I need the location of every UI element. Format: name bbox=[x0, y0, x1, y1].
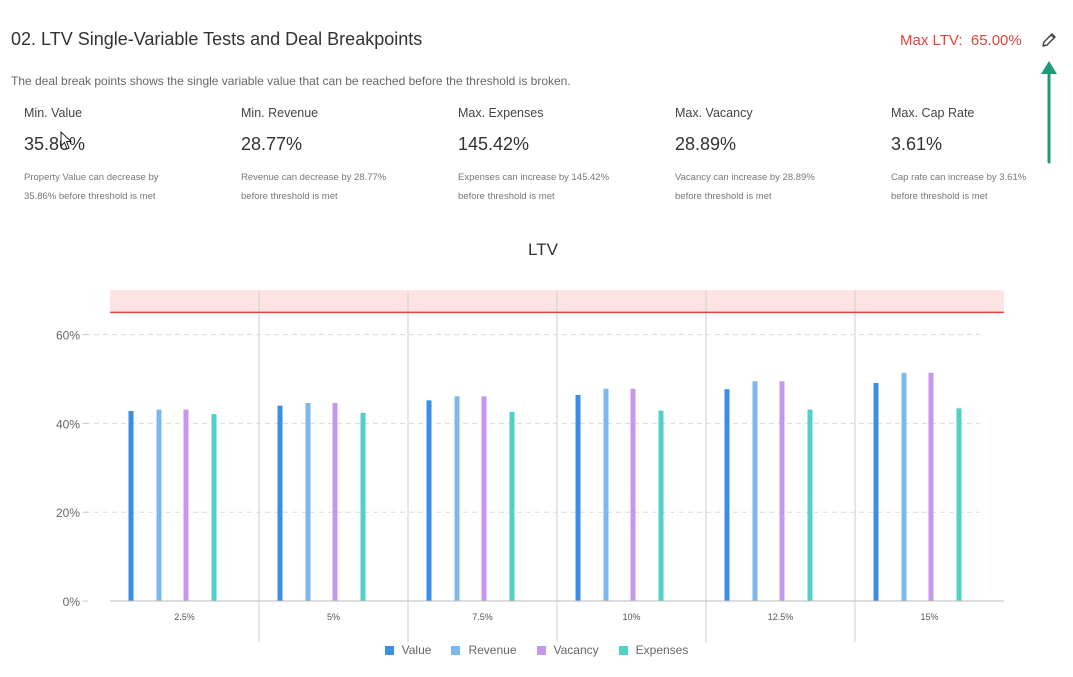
max-ltv: Max LTV: 65.00% bbox=[900, 32, 1022, 49]
bar-expenses bbox=[211, 414, 217, 601]
bar-revenue bbox=[603, 388, 609, 601]
metric-max-cap-rate: Max. Cap Rate 3.61% Cap rate can increas… bbox=[891, 106, 1073, 206]
bar-value bbox=[277, 405, 283, 601]
legend-item-vacancy[interactable]: Vacancy bbox=[536, 643, 599, 657]
x-tick-label: 10% bbox=[622, 612, 640, 622]
y-tick-label: 60% bbox=[56, 329, 80, 343]
metric-label: Min. Revenue bbox=[241, 106, 319, 120]
metric-value: 35.86% bbox=[24, 134, 86, 154]
x-tick-label: 5% bbox=[327, 612, 340, 622]
metric-label: Max. Expenses bbox=[458, 106, 544, 120]
chart-legend: Value Revenue Vacancy Expenses bbox=[0, 643, 1073, 657]
annotation-arrow-icon bbox=[1041, 61, 1057, 164]
ltv-bar-chart: 0% 20% 40% 60% 2.5% 5% 7.5% 10% 12.5% 15% bbox=[56, 290, 1004, 642]
metric-value: 145.42% bbox=[458, 134, 530, 154]
chart-title: LTV bbox=[528, 240, 558, 259]
page-title: 02. LTV Single-Variable Tests and Deal B… bbox=[11, 29, 423, 49]
bar-revenue bbox=[305, 402, 311, 601]
bar-value bbox=[128, 410, 134, 601]
legend-label: Value bbox=[401, 643, 432, 657]
legend-item-revenue[interactable]: Revenue bbox=[451, 643, 517, 657]
metric-note: Revenue can decrease by 28.77% before thr… bbox=[241, 172, 387, 202]
metric-min-revenue: Min. Revenue 28.77% Revenue can decrease… bbox=[241, 106, 431, 206]
metric-note: Cap rate can increase by 3.61% before thr… bbox=[891, 172, 1027, 202]
metric-label: Max. Vacancy bbox=[675, 106, 753, 120]
bar-value bbox=[426, 400, 432, 601]
page-description: The deal break points shows the single v… bbox=[11, 74, 571, 88]
x-tick-label: 7.5% bbox=[472, 612, 493, 622]
bar-revenue bbox=[752, 381, 758, 601]
legend-swatch bbox=[536, 646, 546, 655]
bar-vacancy bbox=[928, 372, 934, 601]
max-ltv-value: 65.00% bbox=[970, 32, 1022, 49]
bar-value bbox=[724, 389, 730, 601]
metric-max-vacancy: Max. Vacancy 28.89% Vacancy can increase… bbox=[675, 106, 865, 206]
metric-max-expenses: Max. Expenses 145.42% Expenses can incre… bbox=[458, 106, 648, 206]
bar-vacancy bbox=[481, 396, 487, 601]
legend-label: Revenue bbox=[468, 643, 517, 657]
metric-note: Expenses can increase by 145.42% before t… bbox=[458, 172, 610, 202]
legend-swatch bbox=[384, 646, 394, 655]
legend-swatch bbox=[618, 646, 628, 655]
metric-label: Min. Value bbox=[24, 106, 83, 120]
bar-vacancy bbox=[630, 388, 636, 601]
metric-value: 3.61% bbox=[891, 134, 943, 154]
max-ltv-label: Max LTV: bbox=[900, 32, 963, 49]
pencil-icon[interactable] bbox=[1040, 31, 1058, 49]
mouse-cursor-icon bbox=[60, 131, 73, 150]
legend-label: Expenses bbox=[635, 643, 689, 657]
bar-revenue bbox=[156, 409, 162, 601]
bar-expenses bbox=[658, 410, 664, 601]
bar-expenses bbox=[360, 412, 366, 601]
y-tick-label: 20% bbox=[56, 506, 80, 520]
bar-expenses bbox=[509, 411, 515, 601]
metric-note: Vacancy can increase by 28.89% before thr… bbox=[675, 172, 815, 202]
legend-swatch bbox=[451, 646, 461, 655]
legend-item-value[interactable]: Value bbox=[384, 643, 432, 657]
legend-item-expenses[interactable]: Expenses bbox=[618, 643, 689, 657]
bar-revenue bbox=[454, 396, 460, 601]
metric-label: Max. Cap Rate bbox=[891, 106, 975, 120]
legend-label: Vacancy bbox=[553, 643, 599, 657]
bar-expenses bbox=[956, 408, 962, 601]
bar-revenue bbox=[901, 372, 907, 601]
metric-value: 28.89% bbox=[675, 134, 737, 154]
x-tick-label: 2.5% bbox=[174, 612, 195, 622]
y-tick-label: 40% bbox=[56, 417, 80, 431]
x-tick-label: 15% bbox=[920, 612, 938, 622]
bar-value bbox=[575, 394, 581, 601]
x-tick-label: 12.5% bbox=[768, 612, 794, 622]
bar-vacancy bbox=[183, 409, 189, 601]
metric-value: 28.77% bbox=[241, 134, 303, 154]
bar-vacancy bbox=[332, 402, 338, 601]
bar-value bbox=[873, 382, 879, 601]
y-tick-label: 0% bbox=[63, 595, 81, 609]
metric-note: Property Value can decrease by 35.86% bef… bbox=[24, 172, 159, 202]
metric-min-value: Min. Value 35.86% Property Value can dec… bbox=[24, 106, 214, 206]
bar-expenses bbox=[807, 409, 813, 601]
bar-vacancy bbox=[779, 381, 785, 601]
